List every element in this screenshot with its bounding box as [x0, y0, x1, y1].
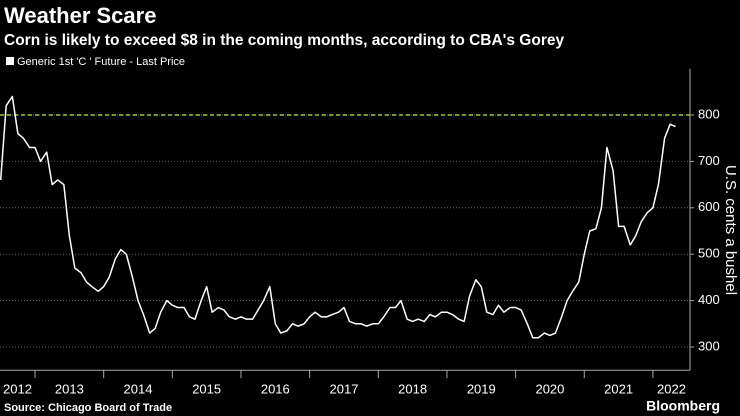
chart-title: Weather Scare: [4, 3, 156, 28]
legend-swatch: [6, 57, 14, 65]
x-tick-label: 2020: [535, 382, 564, 397]
y-tick-label: 600: [698, 199, 720, 214]
price-line: [0, 95, 676, 339]
x-tick-label: 2017: [330, 382, 359, 397]
x-tick-label: 2019: [467, 382, 496, 397]
x-tick-label: 2014: [124, 382, 153, 397]
y-tick-label: 300: [698, 338, 720, 353]
y-tick-label: 800: [698, 106, 720, 121]
x-tick-label: 2016: [261, 382, 290, 397]
brand: Bloomberg: [646, 398, 720, 414]
x-tick-label: 2012: [3, 382, 32, 397]
chart-subtitle: Corn is likely to exceed $8 in the comin…: [4, 32, 564, 49]
y-tick-label: 700: [698, 153, 720, 168]
x-tick-label: 2018: [398, 382, 427, 397]
y-axis-title: U.S. cents a bushel: [722, 165, 739, 295]
x-tick-label: 2021: [604, 382, 633, 397]
x-tick-label: 2015: [192, 382, 221, 397]
y-tick-label: 400: [698, 292, 720, 307]
source: Source: Chicago Board of Trade: [4, 402, 172, 414]
x-tick-label: 2022: [657, 382, 686, 397]
y-tick-label: 500: [698, 246, 720, 261]
x-tick-label: 2013: [55, 382, 84, 397]
legend-label: Generic 1st 'C ' Future - Last Price: [17, 56, 185, 68]
